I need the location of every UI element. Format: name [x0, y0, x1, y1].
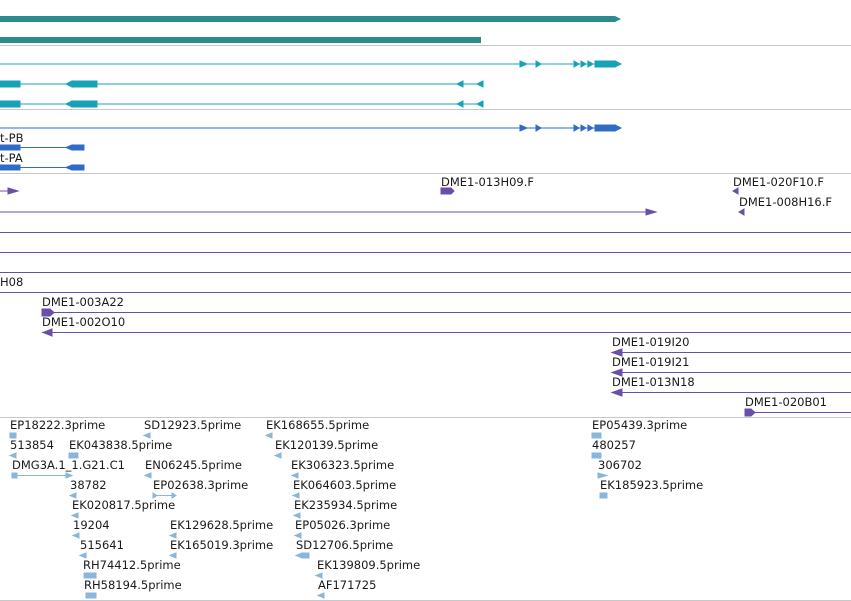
est-label: 19204 — [73, 518, 110, 532]
est-label: 480257 — [592, 438, 636, 452]
clone-feature[interactable] — [0, 208, 745, 216]
gene-track — [0, 16, 621, 43]
est-feature[interactable] — [83, 572, 97, 579]
gene-span-bar[interactable] — [0, 37, 481, 43]
est-feature[interactable] — [314, 572, 323, 579]
est-feature[interactable] — [68, 492, 77, 499]
est-feature[interactable] — [591, 432, 602, 439]
est-feature[interactable] — [316, 592, 325, 599]
est-feature[interactable] — [78, 552, 87, 559]
est-feature[interactable] — [85, 592, 97, 599]
gene-span-arrow-head — [615, 16, 621, 22]
est-label: AF171725 — [318, 578, 376, 592]
clone-feature[interactable] — [610, 348, 851, 357]
est-label: SD12923.5prime — [144, 418, 241, 432]
est-feature[interactable] — [68, 452, 79, 459]
mrna-transcript[interactable] — [0, 80, 484, 88]
est-label: EK139809.5prime — [317, 558, 420, 572]
est-feature[interactable] — [291, 492, 300, 499]
est-label: EK064603.5prime — [293, 478, 396, 492]
clone-label: DME1-003A22 — [42, 295, 124, 309]
gene-span-bar[interactable] — [0, 16, 615, 22]
est-feature[interactable] — [70, 512, 79, 519]
est-label: EK043838.5prime — [69, 438, 172, 452]
est-feature[interactable] — [9, 432, 17, 439]
mrna-track — [0, 60, 623, 108]
est-feature[interactable] — [290, 472, 299, 479]
est-label: RH58194.5prime — [84, 578, 182, 592]
clone-feature[interactable] — [732, 187, 739, 195]
clone-feature[interactable] — [41, 328, 851, 337]
mrna-label: t-PB — [0, 131, 24, 145]
clone-label: DME1-020B01 — [745, 395, 827, 409]
est-label: EK306323.5prime — [291, 458, 394, 472]
est-label: EK129628.5prime — [170, 518, 273, 532]
est-label: SD12706.5prime — [296, 538, 393, 552]
est-feature[interactable] — [142, 432, 151, 439]
est-label: EK165019.3prime — [170, 538, 273, 552]
mrna-transcript[interactable] — [0, 124, 623, 132]
est-feature[interactable] — [168, 552, 177, 559]
est-label: RH74412.5prime — [83, 558, 181, 572]
est-label: EN06245.5prime — [145, 458, 242, 472]
est-label: DMG3A.1_1.G21.C1 — [12, 458, 125, 472]
est-label: EK168655.5prime — [266, 418, 369, 432]
est-label: 38782 — [70, 478, 107, 492]
est-label: 515641 — [80, 538, 124, 552]
clone-label: DME1-002O10 — [42, 315, 125, 329]
clone-feature[interactable] — [41, 308, 851, 317]
est-feature[interactable] — [71, 532, 80, 539]
est-label: EP05026.3prime — [295, 518, 390, 532]
est-feature[interactable] — [293, 532, 302, 539]
est-feature[interactable] — [294, 552, 310, 559]
est-feature[interactable] — [599, 492, 608, 499]
est-feature[interactable] — [292, 512, 301, 519]
est-label: EK120139.5prime — [275, 438, 378, 452]
est-labels: EP18222.3prime 513854 DMG3A.1_1.G21.C1 3… — [10, 418, 703, 592]
est-label: EK235934.5prime — [294, 498, 397, 512]
clone-feature[interactable] — [610, 368, 851, 377]
clone-label: DME1-020F10.F — [733, 175, 824, 189]
est-feature[interactable] — [168, 532, 177, 539]
clone-label: DME1-019I20 — [612, 335, 690, 349]
clone-feature[interactable] — [0, 187, 20, 195]
mrna-transcript[interactable] — [0, 100, 484, 108]
clone-feature[interactable] — [610, 388, 851, 397]
clone-label: DME1-013N18 — [612, 375, 695, 389]
clone-feature[interactable] — [440, 187, 455, 195]
est-label: EP05439.3prime — [592, 418, 687, 432]
est-feature[interactable] — [597, 472, 609, 479]
est-feature[interactable] — [591, 452, 602, 459]
clone-track — [0, 187, 851, 417]
est-label: EK185923.5prime — [600, 478, 703, 492]
est-track — [8, 432, 609, 599]
clone-label: DME1-008H16.F — [739, 195, 832, 209]
mrna-alt-track — [0, 124, 623, 171]
est-feature[interactable] — [8, 452, 17, 459]
est-feature[interactable] — [264, 432, 273, 439]
clone-feature[interactable] — [744, 408, 851, 417]
est-label: EK020817.5prime — [72, 498, 175, 512]
est-label: 306702 — [598, 458, 642, 472]
mrna-transcript[interactable] — [0, 60, 623, 68]
est-feature[interactable] — [143, 472, 152, 479]
mrna-transcript[interactable] — [0, 164, 85, 171]
est-label: EP18222.3prime — [10, 418, 105, 432]
est-feature[interactable] — [11, 472, 74, 479]
mrna-transcript[interactable] — [0, 144, 85, 151]
est-label: 513854 — [10, 438, 54, 452]
clone-label: DME1-019I21 — [612, 355, 690, 369]
est-feature[interactable] — [152, 492, 177, 499]
est-label: EP02638.3prime — [153, 478, 248, 492]
mrna-label: t-PA — [0, 151, 23, 165]
clone-label: DME1-013H09.F — [441, 175, 534, 189]
clone-label: H08 — [0, 275, 23, 289]
est-feature[interactable] — [273, 452, 282, 459]
